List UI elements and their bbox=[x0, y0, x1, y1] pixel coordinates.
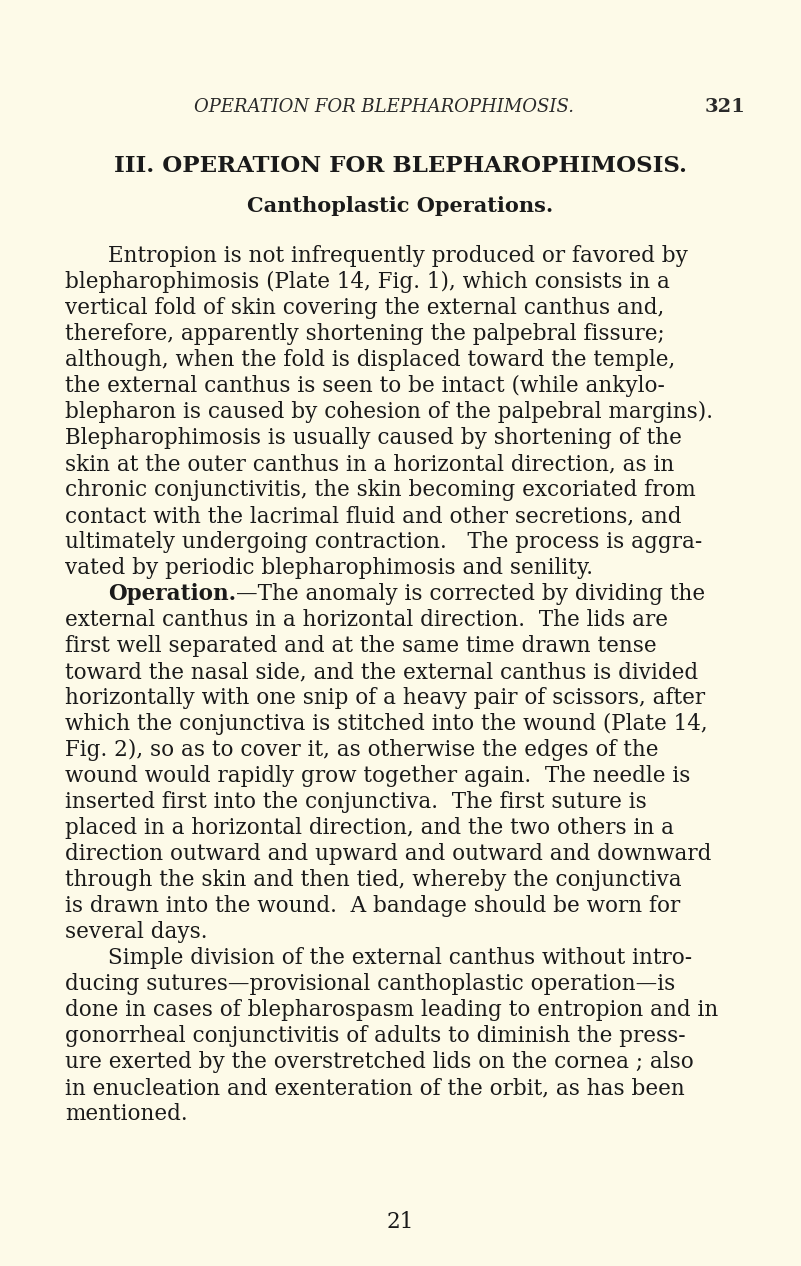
Text: Canthoplastic Operations.: Canthoplastic Operations. bbox=[248, 196, 553, 216]
Text: although, when the fold is displaced toward the temple,: although, when the fold is displaced tow… bbox=[65, 349, 675, 371]
Text: ure exerted by the overstretched lids on the cornea ; also: ure exerted by the overstretched lids on… bbox=[65, 1051, 694, 1074]
Text: through the skin and then tied, whereby the conjunctiva: through the skin and then tied, whereby … bbox=[65, 868, 682, 891]
Text: 21: 21 bbox=[387, 1212, 414, 1233]
Text: gonorrheal conjunctivitis of adults to diminish the press-: gonorrheal conjunctivitis of adults to d… bbox=[65, 1025, 686, 1047]
Text: inserted first into the conjunctiva.  The first suture is: inserted first into the conjunctiva. The… bbox=[65, 791, 646, 813]
Text: is drawn into the wound.  A bandage should be worn for: is drawn into the wound. A bandage shoul… bbox=[65, 895, 680, 917]
Text: placed in a horizontal direction, and the two others in a: placed in a horizontal direction, and th… bbox=[65, 817, 674, 839]
Text: OPERATION FOR BLEPHAROPHIMOSIS.: OPERATION FOR BLEPHAROPHIMOSIS. bbox=[195, 97, 574, 116]
Text: Blepharophimosis is usually caused by shortening of the: Blepharophimosis is usually caused by sh… bbox=[65, 427, 682, 449]
Text: horizontally with one snip of a heavy pair of scissors, after: horizontally with one snip of a heavy pa… bbox=[65, 687, 705, 709]
Text: the external canthus is seen to be intact (while ankylo-: the external canthus is seen to be intac… bbox=[65, 375, 665, 398]
Text: ultimately undergoing contraction.   The process is aggra-: ultimately undergoing contraction. The p… bbox=[65, 530, 702, 553]
Text: 321: 321 bbox=[705, 97, 746, 116]
Text: skin at the outer canthus in a horizontal direction, as in: skin at the outer canthus in a horizonta… bbox=[65, 453, 674, 475]
Text: several days.: several days. bbox=[65, 920, 207, 943]
Text: toward the nasal side, and the external canthus is divided: toward the nasal side, and the external … bbox=[65, 661, 698, 682]
Text: Entropion is not infrequently produced or favored by: Entropion is not infrequently produced o… bbox=[108, 246, 688, 267]
Text: wound would rapidly grow together again.  The needle is: wound would rapidly grow together again.… bbox=[65, 765, 690, 787]
Text: mentioned.: mentioned. bbox=[65, 1103, 187, 1125]
Text: vertical fold of skin covering the external canthus and,: vertical fold of skin covering the exter… bbox=[65, 298, 664, 319]
Text: therefore, apparently shortening the palpebral fissure;: therefore, apparently shortening the pal… bbox=[65, 323, 665, 346]
Text: first well separated and at the same time drawn tense: first well separated and at the same tim… bbox=[65, 636, 657, 657]
Text: done in cases of blepharospasm leading to entropion and in: done in cases of blepharospasm leading t… bbox=[65, 999, 718, 1020]
Text: —The anomaly is corrected by dividing the: —The anomaly is corrected by dividing th… bbox=[236, 584, 705, 605]
Text: which the conjunctiva is stitched into the wound (Plate 14,: which the conjunctiva is stitched into t… bbox=[65, 713, 707, 736]
Text: vated by periodic blepharophimosis and senility.: vated by periodic blepharophimosis and s… bbox=[65, 557, 593, 579]
Text: III. OPERATION FOR BLEPHAROPHIMOSIS.: III. OPERATION FOR BLEPHAROPHIMOSIS. bbox=[114, 154, 687, 177]
Text: blepharophimosis (Plate 14, Fig. 1), which consists in a: blepharophimosis (Plate 14, Fig. 1), whi… bbox=[65, 271, 670, 292]
Text: contact with the lacrimal fluid and other secretions, and: contact with the lacrimal fluid and othe… bbox=[65, 505, 682, 527]
Text: Operation.: Operation. bbox=[108, 584, 236, 605]
Text: external canthus in a horizontal direction.  The lids are: external canthus in a horizontal directi… bbox=[65, 609, 668, 630]
Text: ducing sutures—provisional canthoplastic operation—is: ducing sutures—provisional canthoplastic… bbox=[65, 974, 675, 995]
Text: chronic conjunctivitis, the skin becoming excoriated from: chronic conjunctivitis, the skin becomin… bbox=[65, 479, 696, 501]
Text: Fig. 2), so as to cover it, as otherwise the edges of the: Fig. 2), so as to cover it, as otherwise… bbox=[65, 739, 658, 761]
Text: in enucleation and exenteration of the orbit, as has been: in enucleation and exenteration of the o… bbox=[65, 1077, 685, 1099]
Text: blepharon is caused by cohesion of the palpebral margins).: blepharon is caused by cohesion of the p… bbox=[65, 401, 713, 423]
Text: direction outward and upward and outward and downward: direction outward and upward and outward… bbox=[65, 843, 711, 865]
Text: Simple division of the external canthus without intro-: Simple division of the external canthus … bbox=[108, 947, 692, 968]
